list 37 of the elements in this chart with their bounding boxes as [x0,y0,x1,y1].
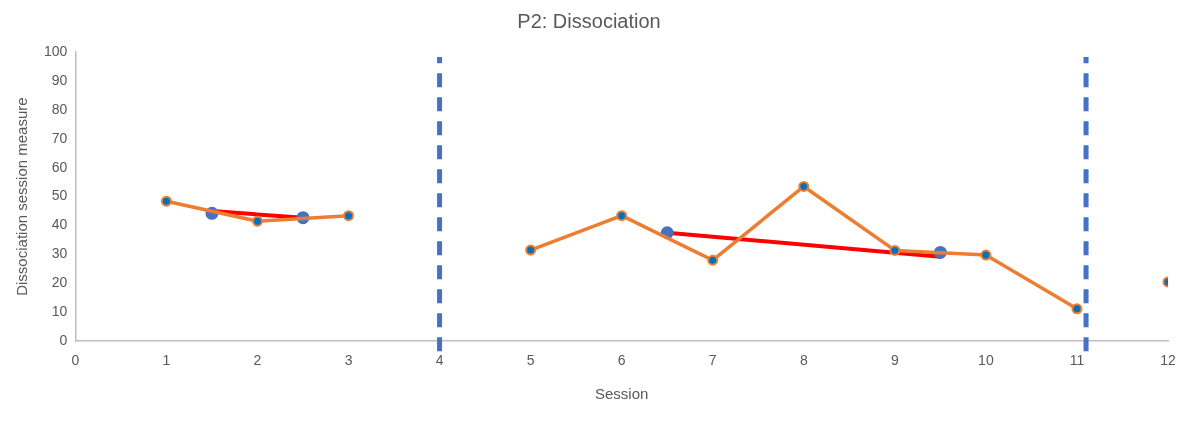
y-tick-label: 70 [51,129,68,146]
x-tick-label: 1 [162,352,171,369]
point [251,215,263,227]
y-tick-label: 90 [51,71,68,88]
x-tick-label: 12 [1160,352,1176,369]
y-tick-label: 100 [44,42,68,59]
point [160,195,172,207]
x-tick-label: 6 [617,352,626,369]
x-tick-label: 3 [344,352,353,369]
chart-title: P2: Dissociation [517,9,661,32]
x-tick-label: 2 [253,352,262,369]
x-tick-label: 8 [799,352,808,369]
y-tick-label: 60 [51,158,68,175]
point [707,254,719,266]
point [343,210,355,222]
y-tick-label: 50 [51,187,68,204]
point [1071,303,1083,315]
y-axis-title: Dissociation session measure [13,97,31,296]
point [889,244,901,256]
y-tick-label: 30 [51,245,68,262]
point [980,249,992,261]
x-tick-label: 11 [1069,352,1085,369]
x-tick-label: 5 [526,352,535,369]
y-tick-label: 40 [51,216,68,233]
point [616,210,628,222]
x-tick-label: 10 [978,352,994,369]
point [525,244,537,256]
x-axis-title: Session [594,385,649,403]
x-tick-label: 0 [71,352,80,369]
x-tick-label: 4 [435,352,444,369]
point [798,180,810,192]
y-tick-label: 80 [51,100,68,117]
y-tick-label: 0 [59,332,68,349]
x-tick-label: 9 [890,352,899,369]
y-tick-label: 10 [51,303,68,320]
x-tick-label: 7 [708,352,717,369]
y-tick-label: 20 [51,274,68,291]
